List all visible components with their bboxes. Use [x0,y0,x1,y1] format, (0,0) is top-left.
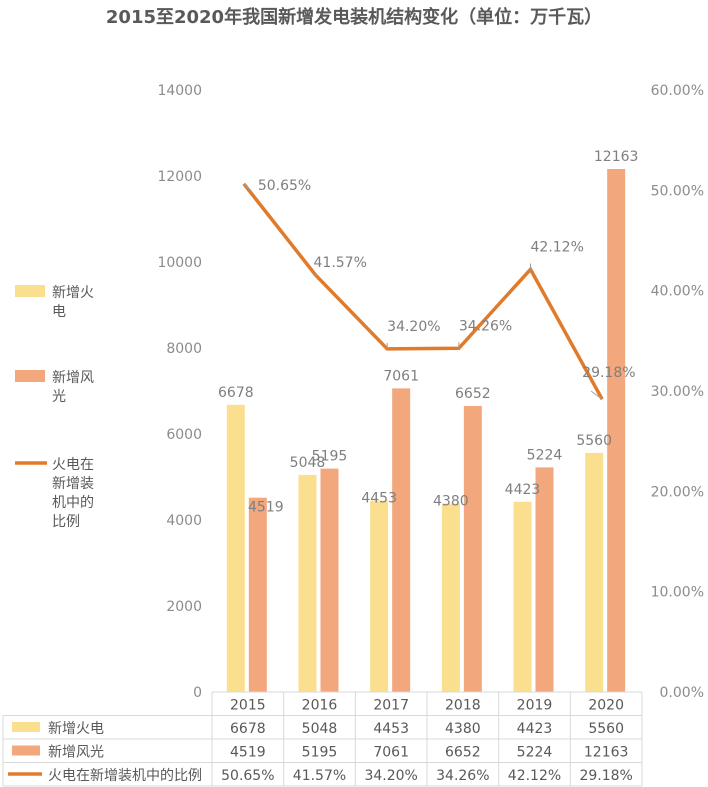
table-cell: 4423 [517,721,553,737]
table-cell: 5048 [302,721,338,737]
bar-value-label: 5195 [312,449,348,465]
bar-value-label: 6652 [455,386,491,402]
table-cell: 6678 [230,721,266,737]
leader-line [590,390,603,400]
left-tick-label: 2000 [166,599,202,615]
category-label: 2018 [445,698,481,714]
right-tick-label: 40.00% [651,284,704,300]
left-tick-label: 6000 [166,427,202,443]
bar [513,501,532,692]
table-cell: 6652 [445,745,481,761]
legend-label: 机中的 [52,495,94,511]
bar-value-label: 5560 [576,433,612,449]
table-row-label: 火电在新增装机中的比例 [48,768,202,784]
bar-value-label: 4519 [248,500,284,516]
bar [320,468,339,692]
ratio-line-series [242,182,604,401]
table-row-label: 新增风光 [48,745,104,761]
right-tick-label: 30.00% [651,384,704,400]
ratio-value-label: 34.26% [459,318,512,334]
ratio-value-label: 41.57% [314,255,367,271]
table-cell: 34.26% [436,768,489,784]
left-tick-label: 10000 [157,255,202,271]
table-cell: 12163 [584,745,629,761]
legend-label: 火电在 [52,457,94,473]
legend-label: 比例 [52,514,80,530]
table-cell: 34.20% [364,768,417,784]
table-cell: 5560 [588,721,624,737]
bar [226,404,245,692]
ratio-value-label: 42.12% [531,239,584,255]
bar [248,497,267,692]
left-tick-label: 0 [193,685,202,701]
data-table: 2015 2016 2017 2018 2019 2020 新增火电 6678 5048 4453… [2,691,643,787]
ratio-value-label: 34.20% [387,319,440,335]
category-label: 2017 [373,698,409,714]
table-cell: 42.12% [508,768,561,784]
data-labels: 6678 5048 4453 4380 4423 5560 4519 5195 7061 6652… [218,149,638,516]
legend-label: 新增风 [52,370,94,386]
legend-label: 电 [52,304,66,320]
category-label: 2015 [230,698,266,714]
bar [607,168,626,693]
table-cell: 41.57% [293,768,346,784]
right-tick-label: 50.00% [651,183,704,199]
table-cell: 7061 [373,745,409,761]
left-tick-label: 12000 [157,169,202,185]
table-cell: 5195 [302,745,338,761]
table-row-swatch [12,722,40,732]
category-label: 2016 [302,698,338,714]
table-cell: 50.65% [221,768,274,784]
bar-series [226,168,626,693]
table-cell: 29.18% [579,768,632,784]
bar-value-label: 4423 [505,482,541,498]
left-tick-label: 8000 [166,341,202,357]
left-axis: 0 2000 4000 6000 8000 10000 12000 14000 [157,83,202,701]
bar [298,474,317,692]
bar [441,503,460,692]
bar [585,452,604,692]
left-tick-label: 14000 [157,83,202,99]
right-axis: 0.00% 10.00% 20.00% 30.00% 40.00% 50.00% 60.00… [651,83,704,701]
table-row-label: 新增火电 [48,721,104,737]
legend-swatch [15,285,45,297]
bar-value-label: 5224 [527,447,563,463]
table-cell: 5224 [517,745,553,761]
bar-value-label: 12163 [594,149,639,165]
legend-swatch [15,370,45,382]
right-tick-label: 0.00% [660,685,704,701]
ratio-line [242,182,604,401]
chart-title: 2015至2020年我国新增发电装机结构变化（单位：万千瓦） [106,6,602,28]
bar-value-label: 5048 [290,455,326,471]
right-tick-label: 10.00% [651,585,704,601]
left-tick-label: 4000 [166,513,202,529]
table-cell: 4453 [373,721,409,737]
right-tick-label: 20.00% [651,484,704,500]
legend-label: 新增装 [52,476,94,492]
ratio-value-label: 50.65% [258,178,311,194]
table-row-swatch [12,745,40,756]
legend-label: 光 [52,389,66,405]
table-cell: 4519 [230,745,266,761]
bar-value-label: 6678 [218,385,254,401]
bar-value-label: 4453 [361,491,397,507]
bar [535,467,554,692]
right-tick-label: 60.00% [651,83,704,99]
table-cell: 4380 [445,721,481,737]
ratio-value-label: 29.18% [582,365,635,381]
category-label: 2020 [588,698,624,714]
category-label: 2019 [517,698,553,714]
legend-label: 新增火 [52,285,94,301]
bar [370,500,389,692]
leader-line [243,183,252,192]
bar-value-label: 4380 [433,494,469,510]
bar [463,405,482,692]
bar [392,388,411,692]
bar-value-label: 7061 [383,368,419,384]
